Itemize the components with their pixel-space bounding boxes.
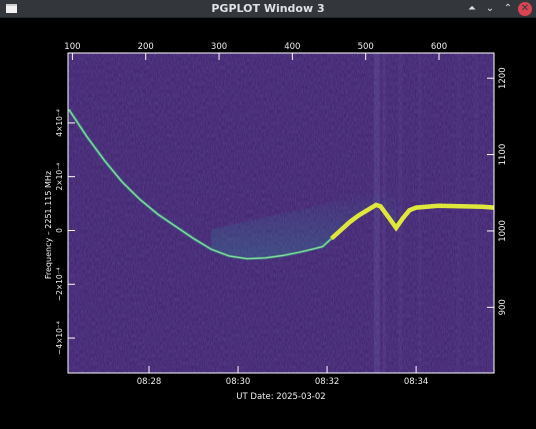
- window-icon[interactable]: [6, 4, 17, 13]
- heatmap-stripe: [418, 53, 422, 373]
- bottom-axis-tick-label: 08:34: [404, 377, 429, 387]
- heatmap-stripe: [473, 53, 478, 373]
- minimize-icon[interactable]: ⌄: [485, 3, 495, 14]
- trace-bright: [329, 202, 495, 241]
- bottom-axis-tick-label: 08:32: [315, 377, 340, 387]
- heatmap-stripe: [456, 53, 462, 373]
- heatmap-stripe: [398, 53, 403, 373]
- right-axis-tick-label: 1200: [498, 67, 508, 89]
- plot-area: 100 200 300 400 500 600 900 1000 1100 1200 4×10⁻⁴ 2…: [0, 18, 536, 429]
- left-axis-tick-label: −2×10⁻⁴: [55, 267, 64, 301]
- heatmap-stripe: [373, 53, 380, 373]
- top-axis-tick-label: 300: [211, 42, 227, 52]
- right-axis-tick-label: 900: [498, 299, 508, 315]
- heatmap-noise: [68, 53, 494, 373]
- top-axis-tick-label: 200: [138, 42, 154, 52]
- left-axis-tick-label: 0: [55, 228, 64, 233]
- close-icon[interactable]: ✕: [518, 2, 532, 16]
- right-axis-tick-label: 1000: [498, 220, 508, 242]
- top-axis-tick-label: 400: [284, 42, 300, 52]
- plot-frame: [67, 52, 495, 374]
- keep-above-icon[interactable]: ⏶: [468, 3, 476, 14]
- right-axis-tick-label: 1100: [498, 144, 508, 166]
- bottom-axis-tick-label: 08:28: [137, 377, 162, 387]
- top-axis-tick-label: 100: [64, 42, 80, 52]
- bottom-axis-tick-label: 08:30: [226, 377, 251, 387]
- top-axis-tick-label: 600: [431, 42, 447, 52]
- left-axis-tick-label: −4×10⁻⁴: [55, 321, 64, 355]
- left-axis-tick-label: 4×10⁻⁴: [55, 109, 64, 137]
- maximize-icon[interactable]: ⌃: [503, 3, 513, 14]
- window-title: PGPLOT Window 3: [211, 2, 325, 15]
- x-axis-label: UT Date: 2025-03-02: [236, 392, 325, 402]
- spectrogram-chart: 100 200 300 400 500 600 900 1000 1100 1200 4×10⁻⁴ 2…: [44, 42, 508, 402]
- left-axis-tick-label: 2×10⁻⁴: [55, 163, 64, 191]
- title-bar[interactable]: PGPLOT Window 3 ⏶ ⌄ ⌃ ✕: [0, 0, 536, 18]
- y-axis-label: Frequency – 2251.115 MHz: [44, 171, 53, 279]
- trace-glow: [211, 187, 397, 257]
- top-axis-tick-label: 500: [358, 42, 374, 52]
